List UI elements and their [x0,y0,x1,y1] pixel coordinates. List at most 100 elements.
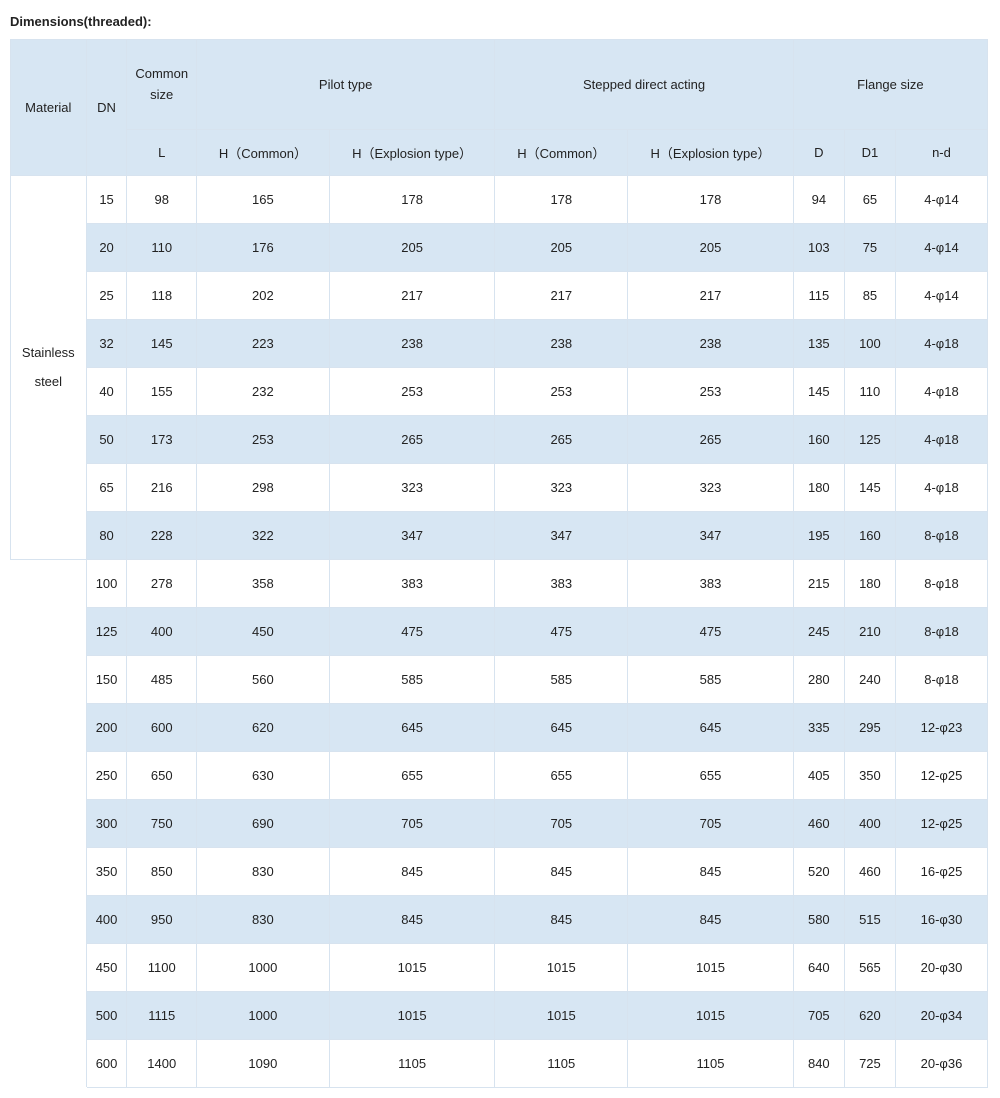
cell-he: 655 [329,752,495,800]
col-D1: D1 [844,130,895,176]
cell-D1: 160 [844,512,895,560]
cell-D: 640 [793,944,844,992]
cell-D1: 565 [844,944,895,992]
cell-nd: 20-φ30 [895,944,987,992]
cell-dn: 125 [86,608,127,656]
cell-sc: 205 [495,224,628,272]
cell-D1: 100 [844,320,895,368]
cell-dn: 350 [86,848,127,896]
cell-L: 228 [127,512,196,560]
cell-nd: 16-φ25 [895,848,987,896]
cell-se: 845 [628,848,794,896]
cell-D: 145 [793,368,844,416]
table-row: 6001400109011051105110584072520-φ36 [11,1040,988,1088]
cell-dn: 150 [86,656,127,704]
cell-se: 253 [628,368,794,416]
cell-dn: 50 [86,416,127,464]
cell-D1: 400 [844,800,895,848]
cell-dn: 500 [86,992,127,1040]
cell-dn: 250 [86,752,127,800]
col-common-size: Common size [127,40,196,130]
cell-dn: 300 [86,800,127,848]
cell-sc: 585 [495,656,628,704]
col-flange: Flange size [793,40,987,130]
cell-dn: 32 [86,320,127,368]
cell-sc: 265 [495,416,628,464]
cell-dn: 100 [86,560,127,608]
cell-sc: 655 [495,752,628,800]
cell-D: 160 [793,416,844,464]
cell-L: 485 [127,656,196,704]
cell-hc: 560 [196,656,329,704]
cell-he: 265 [329,416,495,464]
cell-nd: 8-φ18 [895,608,987,656]
cell-hc: 298 [196,464,329,512]
cell-nd: 8-φ18 [895,560,987,608]
cell-D1: 295 [844,704,895,752]
cell-dn: 400 [86,896,127,944]
cell-hc: 223 [196,320,329,368]
cell-sc: 845 [495,896,628,944]
cell-hc: 1000 [196,992,329,1040]
cell-he: 1105 [329,1040,495,1088]
cell-L: 278 [127,560,196,608]
cell-L: 173 [127,416,196,464]
cell-D: 840 [793,1040,844,1088]
cell-L: 110 [127,224,196,272]
cell-D: 215 [793,560,844,608]
cell-dn: 20 [86,224,127,272]
cell-L: 145 [127,320,196,368]
cell-hc: 358 [196,560,329,608]
cell-se: 705 [628,800,794,848]
col-nd: n-d [895,130,987,176]
cell-D1: 240 [844,656,895,704]
cell-sc: 178 [495,176,628,224]
cell-he: 705 [329,800,495,848]
col-L: L [127,130,196,176]
cell-se: 475 [628,608,794,656]
cell-nd: 8-φ18 [895,656,987,704]
table-row: 20060062064564564533529512-φ23 [11,704,988,752]
cell-sc: 845 [495,848,628,896]
cell-he: 178 [329,176,495,224]
cell-he: 845 [329,848,495,896]
cell-D: 135 [793,320,844,368]
cell-he: 347 [329,512,495,560]
col-pilot-type: Pilot type [196,40,494,130]
table-row: 1002783583833833832151808-φ18 [11,560,988,608]
cell-hc: 176 [196,224,329,272]
cell-hc: 232 [196,368,329,416]
cell-L: 1115 [127,992,196,1040]
table-header: Material DN Common size Pilot type Stepp… [11,40,988,176]
cell-sc: 323 [495,464,628,512]
cell-D1: 65 [844,176,895,224]
cell-D: 94 [793,176,844,224]
cell-L: 118 [127,272,196,320]
cell-se: 655 [628,752,794,800]
cell-dn: 65 [86,464,127,512]
cell-se: 383 [628,560,794,608]
cell-dn: 40 [86,368,127,416]
cell-he: 383 [329,560,495,608]
cell-hc: 620 [196,704,329,752]
col-dn: DN [86,40,127,176]
cell-he: 253 [329,368,495,416]
cell-nd: 12-φ25 [895,752,987,800]
cell-se: 1105 [628,1040,794,1088]
table-row: 40095083084584584558051516-φ30 [11,896,988,944]
cell-L: 950 [127,896,196,944]
cell-se: 265 [628,416,794,464]
cell-se: 323 [628,464,794,512]
cell-D: 280 [793,656,844,704]
table-row: 501732532652652651601254-φ18 [11,416,988,464]
cell-hc: 322 [196,512,329,560]
cell-L: 600 [127,704,196,752]
cell-L: 155 [127,368,196,416]
cell-sc: 217 [495,272,628,320]
cell-nd: 20-φ34 [895,992,987,1040]
cell-D: 195 [793,512,844,560]
cell-D: 520 [793,848,844,896]
table-row: Stainlesssteel159816517817817894654-φ14 [11,176,988,224]
cell-D: 180 [793,464,844,512]
cell-D1: 620 [844,992,895,1040]
